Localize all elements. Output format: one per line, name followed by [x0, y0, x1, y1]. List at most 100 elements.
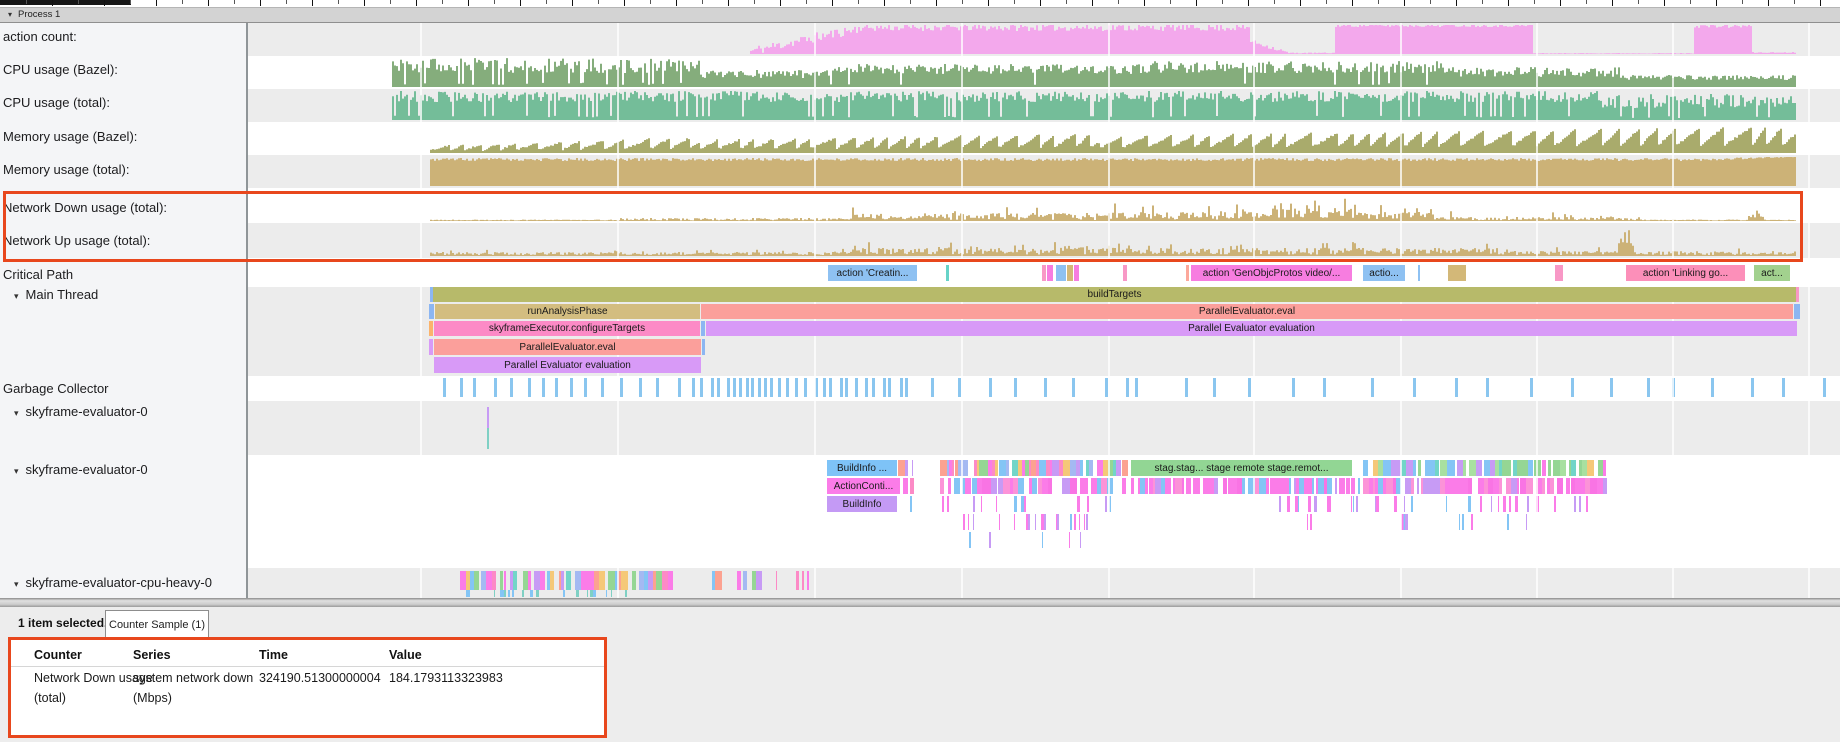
trace-slice-sliver[interactable] — [1478, 478, 1485, 494]
trace-slice-sliver[interactable] — [1406, 460, 1413, 476]
trace-slice-sliver[interactable] — [611, 590, 613, 597]
trace-slice-sliver[interactable] — [1516, 478, 1520, 494]
gc-tick[interactable] — [839, 378, 843, 397]
trace-slice-sliver[interactable] — [605, 590, 608, 597]
trace-slice[interactable]: runAnalysisPhase — [435, 304, 700, 319]
trace-slice-sliver[interactable] — [1137, 478, 1141, 494]
gc-tick[interactable] — [786, 378, 790, 397]
trace-slice-sliver[interactable] — [1547, 460, 1551, 476]
trace-slice-sliver[interactable] — [1018, 460, 1023, 476]
timeline-ruler[interactable] — [0, 0, 1840, 8]
trace-slice-sliver[interactable] — [775, 571, 777, 590]
trace-slice-sliver[interactable] — [1181, 478, 1184, 494]
trace-slice-sliver[interactable] — [598, 571, 606, 590]
trace-slice-sliver[interactable] — [737, 571, 741, 590]
trace-slice-sliver[interactable] — [963, 514, 965, 530]
trace-slice-sliver[interactable] — [940, 460, 947, 476]
trace-slice-sliver[interactable] — [561, 571, 565, 590]
trace-slice-sliver[interactable] — [1395, 478, 1402, 494]
trace-slice-sliver[interactable] — [509, 571, 514, 590]
sidebar-track-label-9[interactable]: Garbage Collector — [3, 381, 109, 396]
trace-slice-sliver[interactable] — [656, 571, 663, 590]
trace-slice-sliver[interactable] — [1423, 478, 1430, 494]
trace-slice-sliver[interactable] — [1538, 478, 1543, 494]
gc-tick[interactable] — [930, 378, 934, 397]
trace-slice-sliver[interactable] — [1272, 478, 1280, 494]
trace-slice[interactable]: BuildInfo — [827, 496, 897, 512]
trace-slice-sliver[interactable] — [972, 514, 975, 530]
trace-slice-sliver[interactable] — [910, 478, 914, 494]
trace-slice-sliver[interactable] — [1115, 460, 1121, 476]
trace-slice-sliver[interactable] — [1587, 460, 1595, 476]
trace-slice-sliver[interactable] — [550, 571, 555, 590]
trace-slice-sliver[interactable] — [1376, 496, 1379, 512]
trace-slice-sliver[interactable] — [467, 590, 470, 597]
trace-slice-sliver[interactable] — [1581, 478, 1586, 494]
trace-slice-sliver[interactable] — [1293, 478, 1296, 494]
trace-slice-sliver[interactable] — [1073, 478, 1078, 494]
gc-tick[interactable] — [795, 378, 799, 397]
trace-slice[interactable]: Parallel Evaluator evaluation — [706, 321, 1797, 336]
trace-slice-sliver[interactable] — [1494, 460, 1500, 476]
trace-slice-sliver[interactable] — [796, 571, 800, 590]
trace-slice-sliver[interactable] — [955, 460, 959, 476]
trace-slice-sliver[interactable] — [587, 571, 594, 590]
trace-slice-sliver[interactable] — [965, 478, 972, 494]
gc-tick[interactable] — [745, 378, 749, 397]
trace-slice[interactable] — [429, 339, 433, 355]
trace-slice-sliver[interactable] — [1047, 478, 1053, 494]
trace-slice-sliver[interactable] — [1286, 496, 1290, 512]
panel-splitter-handle[interactable] — [0, 598, 1840, 607]
gc-tick[interactable] — [738, 378, 742, 397]
trace-slice-sliver[interactable] — [1327, 496, 1330, 512]
trace-slice-sliver[interactable] — [590, 590, 594, 597]
trace-slice-sliver[interactable] — [1145, 478, 1148, 494]
trace-slice-sliver[interactable] — [1314, 496, 1317, 512]
trace-slice-sliver[interactable] — [981, 478, 985, 494]
trace-slice-sliver[interactable] — [1297, 496, 1299, 512]
trace-slice-sliver[interactable] — [1560, 460, 1567, 476]
trace-slice-sliver[interactable] — [1525, 514, 1528, 530]
trace-slice-sliver[interactable] — [984, 478, 992, 494]
trace-slice-sliver[interactable] — [1042, 514, 1045, 530]
trace-slice-sliver[interactable] — [1439, 460, 1447, 476]
trace-slice-sliver[interactable] — [1039, 460, 1046, 476]
trace-slice-sliver[interactable] — [1383, 478, 1387, 494]
trace-slice-sliver[interactable] — [1597, 478, 1601, 494]
trace-slice-sliver[interactable] — [940, 478, 944, 494]
trace-slice-sliver[interactable] — [1499, 460, 1503, 476]
trace-slice-sliver[interactable] — [1086, 496, 1090, 512]
trace-slice-sliver[interactable] — [1448, 478, 1455, 494]
trace-slice-sliver[interactable] — [972, 478, 978, 494]
trace-slice-sliver[interactable] — [977, 478, 982, 494]
trace-slice-sliver[interactable] — [1338, 478, 1345, 494]
gc-tick[interactable] — [1135, 378, 1138, 397]
trace-slice-sliver[interactable] — [968, 514, 970, 530]
trace-slice-sliver[interactable] — [1506, 460, 1511, 476]
trace-slice-sliver[interactable] — [1383, 460, 1389, 476]
gc-tick[interactable] — [1322, 378, 1326, 397]
trace-slice-sliver[interactable] — [1405, 514, 1407, 530]
trace-slice-sliver[interactable] — [1032, 478, 1037, 494]
trace-slice-sliver[interactable] — [1502, 460, 1507, 476]
gc-tick[interactable] — [899, 378, 903, 397]
trace-slice-sliver[interactable] — [1435, 460, 1439, 476]
trace-slice-sliver[interactable] — [1234, 478, 1237, 494]
trace-slice-sliver[interactable] — [1574, 478, 1582, 494]
gc-tick[interactable] — [854, 378, 858, 397]
trace-slice-sliver[interactable] — [1510, 478, 1517, 494]
gc-tick[interactable] — [871, 378, 875, 397]
trace-slice-sliver[interactable] — [1209, 478, 1215, 494]
trace-slice-sliver[interactable] — [1378, 478, 1384, 494]
gc-tick[interactable] — [1609, 378, 1613, 397]
gc-tick[interactable] — [443, 378, 446, 397]
trace-slice-sliver[interactable] — [504, 571, 507, 590]
trace-slice-sliver[interactable] — [1547, 478, 1551, 494]
gc-tick[interactable] — [1126, 378, 1130, 397]
trace-slice[interactable] — [1555, 265, 1563, 281]
trace-slice-sliver[interactable] — [1041, 532, 1044, 548]
gc-tick[interactable] — [541, 378, 545, 397]
trace-slice-sliver[interactable] — [1022, 496, 1024, 512]
trace-slice-sliver[interactable] — [1070, 460, 1077, 476]
trace-slice-sliver[interactable] — [1255, 478, 1260, 494]
